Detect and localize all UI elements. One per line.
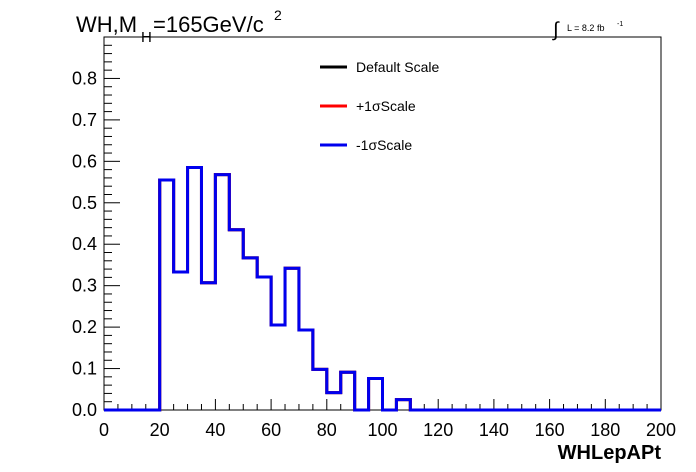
y-tick-label: 0.3 [72, 276, 97, 296]
y-axis-tick-labels: 0.0 0.1 0.2 0.3 0.4 0.5 0.6 0.7 0.8 [72, 68, 97, 420]
x-axis-label: WHLepAPt [558, 442, 662, 464]
y-tick-label: 0.6 [72, 151, 97, 171]
series-lines [104, 166, 661, 412]
series-line-2 [104, 166, 661, 412]
y-tick-label: 0.5 [72, 193, 97, 213]
legend-label-plus1sigma: +1σScale [356, 98, 416, 114]
legend-label-minus1sigma: -1σScale [356, 137, 412, 153]
x-tick-label: 40 [205, 420, 225, 440]
x-tick-label: 120 [423, 420, 453, 440]
y-tick-label: 0.7 [72, 110, 97, 130]
x-tick-label: 100 [367, 420, 397, 440]
chart-title-superscript: 2 [274, 7, 282, 23]
x-tick-label: 180 [590, 420, 620, 440]
y-tick-label: 0.1 [72, 359, 97, 379]
x-tick-label: 20 [150, 420, 170, 440]
x-tick-label: 160 [535, 420, 565, 440]
y-tick-label: 0.4 [72, 234, 97, 254]
lumi-superscript: -1 [617, 21, 623, 28]
x-tick-label: 200 [646, 420, 676, 440]
legend: Default Scale +1σScale -1σScale [320, 59, 439, 153]
y-tick-label: 0.0 [72, 400, 97, 420]
y-axis-ticks [104, 36, 120, 411]
lumi-integral-sign: ∫ [552, 19, 560, 41]
lumi-label: L = 8.2 fb [567, 23, 604, 33]
x-tick-label: 140 [479, 420, 509, 440]
legend-label-default: Default Scale [356, 59, 439, 75]
chart-title-main: WH,M [76, 12, 137, 37]
chart-title-rest: =165GeV/c [153, 12, 264, 37]
x-tick-label: 0 [99, 420, 109, 440]
x-tick-label: 80 [317, 420, 337, 440]
y-tick-label: 0.8 [72, 68, 97, 88]
x-axis-tick-labels: 0 20 40 60 80 100 120 140 160 180 200 [99, 420, 676, 440]
x-tick-label: 60 [261, 420, 281, 440]
y-tick-label: 0.2 [72, 317, 97, 337]
